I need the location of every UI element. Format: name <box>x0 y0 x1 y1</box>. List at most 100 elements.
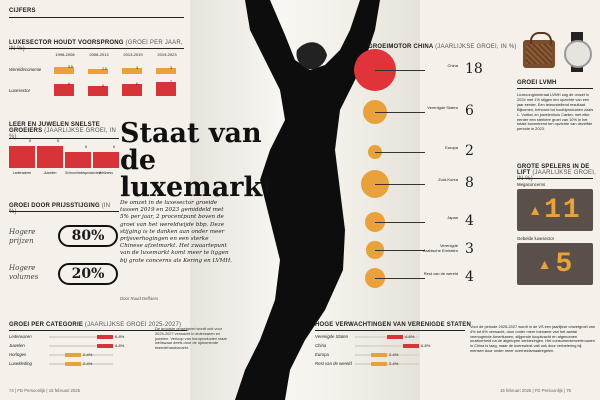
bar-category <box>65 151 91 168</box>
region-name: China <box>447 63 458 68</box>
row-track <box>355 345 419 347</box>
row-label: Lederwaren <box>9 334 32 339</box>
bar-value: 5 <box>102 84 104 88</box>
arrow-up-icon: ▲ <box>537 256 552 272</box>
region-name: Europa <box>445 145 458 150</box>
range-label: 2-4% <box>389 352 399 357</box>
region-bubble <box>367 144 383 160</box>
region-name: Verenigde Staten <box>427 105 458 110</box>
row-track <box>355 354 419 356</box>
bar-world-economy <box>88 69 108 74</box>
price-growth-rule <box>9 211 119 212</box>
range-bar <box>403 344 419 348</box>
row-track <box>49 336 113 338</box>
headline: Staat van de luxemarkt <box>120 118 275 203</box>
range-label: 6-8% <box>115 334 125 339</box>
per-category-note: De grootste omzetgroei wordt ook voor 20… <box>155 326 227 351</box>
bar-value: 6 <box>68 82 70 86</box>
us-outlook-title: HOGE VERWACHTINGEN VAN VERENIGDE STATEN <box>315 322 472 328</box>
region-bubble <box>360 169 390 199</box>
left-footer: 74 | FD Persoonlijk | 15 februari 2025 <box>9 388 81 393</box>
row-track <box>49 354 113 356</box>
region-bubble <box>362 99 388 125</box>
bar-category <box>9 146 35 168</box>
range-label: 6-8% <box>421 343 431 348</box>
bar-value: 6 <box>136 82 138 86</box>
china-title: GROEIMOTOR CHINA (JAARLIJKSE GROEI, IN %… <box>368 44 517 50</box>
connector-line <box>375 278 425 279</box>
region-name: Verenigde Arabische Emiraten <box>423 243 458 253</box>
big-players-rule <box>517 178 593 179</box>
connector-line <box>375 250 425 251</box>
categories-growth-title: LEER EN JUWELEN SNELSTE GROEIERS (JAARLI… <box>9 122 117 140</box>
category-label: Wellness <box>98 171 114 175</box>
watch-image <box>562 32 592 72</box>
per-category-rows: Lederwaren 6-8% Juwelen 6-8% Horloges 2-4% Lux… <box>9 334 159 374</box>
price-growth-title: GROEI DOOR PRIJSSTIJGING (IN %) <box>9 203 111 215</box>
us-outlook-note: Voor de periode 2025-2027 wordt in de VS… <box>470 324 596 353</box>
period-label: 2019-2023 <box>157 52 177 57</box>
row2-label: Hogere volumes <box>9 264 39 281</box>
bar-value: 2.5 <box>102 67 107 71</box>
row2-value: 20% <box>71 266 105 282</box>
bar-category <box>37 146 63 168</box>
row-label: Juwelen <box>9 343 25 348</box>
rest-sector-counter: ▲ 5 <box>517 243 593 285</box>
us-outlook-rows: Verenigde Staten 4-6% China 6-8% Europa 2-4% R… <box>315 334 465 374</box>
megaconcerns-counter: ▲ 11 <box>517 189 593 231</box>
category-label: Juwelen <box>43 171 57 175</box>
range-label: 2-4% <box>83 361 93 366</box>
range-label: 4-6% <box>405 334 415 339</box>
category-label: Schoonheidsproducten <box>65 171 101 175</box>
china-chart: China 18 Verenigde Staten 6 Europa 2 Zuid-Kore… <box>330 48 512 290</box>
range-bar <box>371 362 387 366</box>
big-players-label1: Megaconcerns <box>517 182 546 187</box>
lvmh-text: Luxeconglomeraat LVMH zag de omzet in 20… <box>517 92 594 132</box>
lvmh-rule <box>517 88 593 89</box>
bar-world-economy <box>156 68 176 74</box>
region-name: Rest van de wereld <box>423 271 458 276</box>
bar-world-economy <box>122 68 142 74</box>
region-value: 3 <box>465 241 474 257</box>
connector-line <box>375 184 425 185</box>
row-track <box>355 363 419 365</box>
bar-value: 6 <box>113 144 115 149</box>
connector-line <box>375 70 425 71</box>
range-bar <box>97 344 113 348</box>
row-label-world-economy: Wereldeconomie <box>9 67 42 72</box>
row1-label: Hogere prijzen <box>9 228 36 245</box>
row-label-luxury-sector: Luxesector <box>9 88 31 93</box>
period-label: 2013-2019 <box>123 52 143 57</box>
connector-line <box>375 152 425 153</box>
region-name: Japan <box>447 215 458 220</box>
section-divider <box>9 17 184 18</box>
bar-luxury-sector <box>156 82 176 96</box>
row-label: Verenigde Staten <box>315 334 349 339</box>
row1-value-badge: 80% <box>58 225 118 247</box>
connector-line <box>375 112 425 113</box>
region-value: 8 <box>465 175 474 191</box>
bar-value: 8 <box>29 139 31 143</box>
lead-paragraph: De omzet in de luxesector groeide tussen… <box>120 200 233 264</box>
range-bar <box>97 335 113 339</box>
range-bar <box>65 353 81 357</box>
range-label: 2-4% <box>83 352 93 357</box>
per-category-rule <box>9 330 187 331</box>
luxury-sector-title: LUXESECTOR HOUDT VOORSPRONG (GROEI PER J… <box>9 40 183 52</box>
row-label: Rest van de wereld <box>315 361 352 366</box>
bar-luxury-sector <box>122 84 142 96</box>
luxury-sector-chart: 1998-2008 3.5 6 2008-2013 2.5 5 2013-2019 3 6 201… <box>48 52 188 100</box>
range-bar <box>387 335 403 339</box>
bar-value: 3.5 <box>68 65 73 69</box>
range-bar <box>371 353 387 357</box>
region-value: 18 <box>465 61 483 77</box>
range-label: 2-4% <box>389 361 399 366</box>
row-label: Europa <box>315 352 329 357</box>
categories-growth-rule <box>9 138 119 139</box>
range-label: 6-8% <box>115 343 125 348</box>
rest-sector-value: 5 <box>555 248 573 280</box>
region-value: 4 <box>465 269 474 285</box>
bar-luxury-sector <box>88 86 108 96</box>
lvmh-title: GROEI LVMH <box>517 80 557 86</box>
